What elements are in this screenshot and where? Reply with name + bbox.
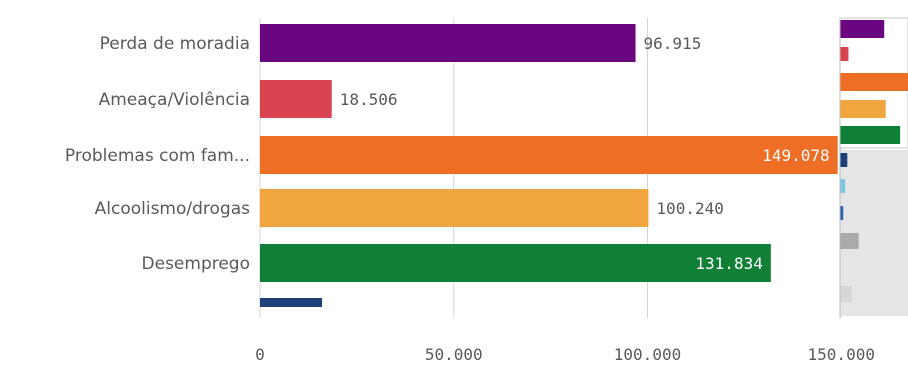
x-tick-label: 0 <box>255 345 265 364</box>
minimap-bar <box>840 126 901 144</box>
category-label: Desemprego <box>142 254 250 274</box>
category-labels: Perda de moradia Ameaça/Violência Problema… <box>65 34 250 274</box>
x-axis-tick-labels: 0 50.000 100.000 150.000 <box>255 345 875 364</box>
x-tick-label: 100.000 <box>614 345 681 364</box>
bar[interactable] <box>260 244 771 282</box>
minimap-bar <box>840 153 848 167</box>
bar-partial[interactable] <box>260 298 322 307</box>
bar[interactable] <box>260 136 838 174</box>
value-labels: 96.915 18.506 149.078 100.240 131.834 <box>340 34 830 273</box>
minimap-bar <box>840 20 885 38</box>
bar[interactable] <box>260 24 636 62</box>
minimap-bar <box>840 206 844 220</box>
value-label: 96.915 <box>644 34 702 53</box>
minimap-bar <box>840 179 846 193</box>
bar[interactable] <box>260 80 332 118</box>
minimap-bar <box>840 286 852 302</box>
bars[interactable] <box>260 24 838 307</box>
minimap-bar <box>840 47 849 61</box>
scroll-minimap[interactable] <box>839 17 908 318</box>
value-label: 131.834 <box>695 254 762 273</box>
x-tick-label: 150.000 <box>808 345 875 364</box>
minimap-bar <box>840 73 908 91</box>
value-label: 18.506 <box>340 90 398 109</box>
minimap-bar <box>840 233 859 249</box>
x-tick-label: 50.000 <box>425 345 483 364</box>
value-label: 100.240 <box>656 199 723 218</box>
bar[interactable] <box>260 189 649 227</box>
category-label: Problemas com fam... <box>65 146 250 166</box>
category-label: Ameaça/Violência <box>99 90 250 110</box>
category-label: Perda de moradia <box>100 34 250 54</box>
minimap-bar <box>840 100 886 118</box>
value-label: 149.078 <box>762 146 829 165</box>
category-label: Alcoolismo/drogas <box>95 199 251 219</box>
